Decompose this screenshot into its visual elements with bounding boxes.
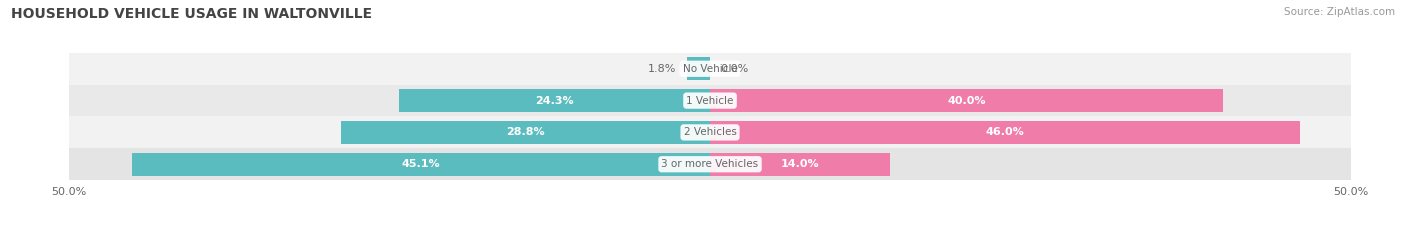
Text: 3 or more Vehicles: 3 or more Vehicles (661, 159, 759, 169)
Bar (69, 85, 1351, 116)
Bar (688, 57, 710, 80)
Text: 24.3%: 24.3% (534, 96, 574, 106)
Text: 45.1%: 45.1% (402, 159, 440, 169)
Text: 28.8%: 28.8% (506, 127, 544, 137)
Bar (69, 148, 1351, 180)
Text: 14.0%: 14.0% (780, 159, 820, 169)
Bar (340, 121, 710, 144)
Bar (710, 121, 1299, 144)
Text: No Vehicle: No Vehicle (682, 64, 738, 74)
Text: HOUSEHOLD VEHICLE USAGE IN WALTONVILLE: HOUSEHOLD VEHICLE USAGE IN WALTONVILLE (11, 7, 373, 21)
Bar (398, 89, 710, 112)
Text: 0.0%: 0.0% (720, 64, 748, 74)
Text: 40.0%: 40.0% (948, 96, 986, 106)
Text: 1.8%: 1.8% (648, 64, 676, 74)
Bar (710, 89, 1223, 112)
Text: Source: ZipAtlas.com: Source: ZipAtlas.com (1284, 7, 1395, 17)
Text: 1 Vehicle: 1 Vehicle (686, 96, 734, 106)
Bar (69, 53, 1351, 85)
Bar (710, 153, 890, 176)
Text: 2 Vehicles: 2 Vehicles (683, 127, 737, 137)
Text: 46.0%: 46.0% (986, 127, 1024, 137)
Bar (69, 116, 1351, 148)
Bar (132, 153, 710, 176)
